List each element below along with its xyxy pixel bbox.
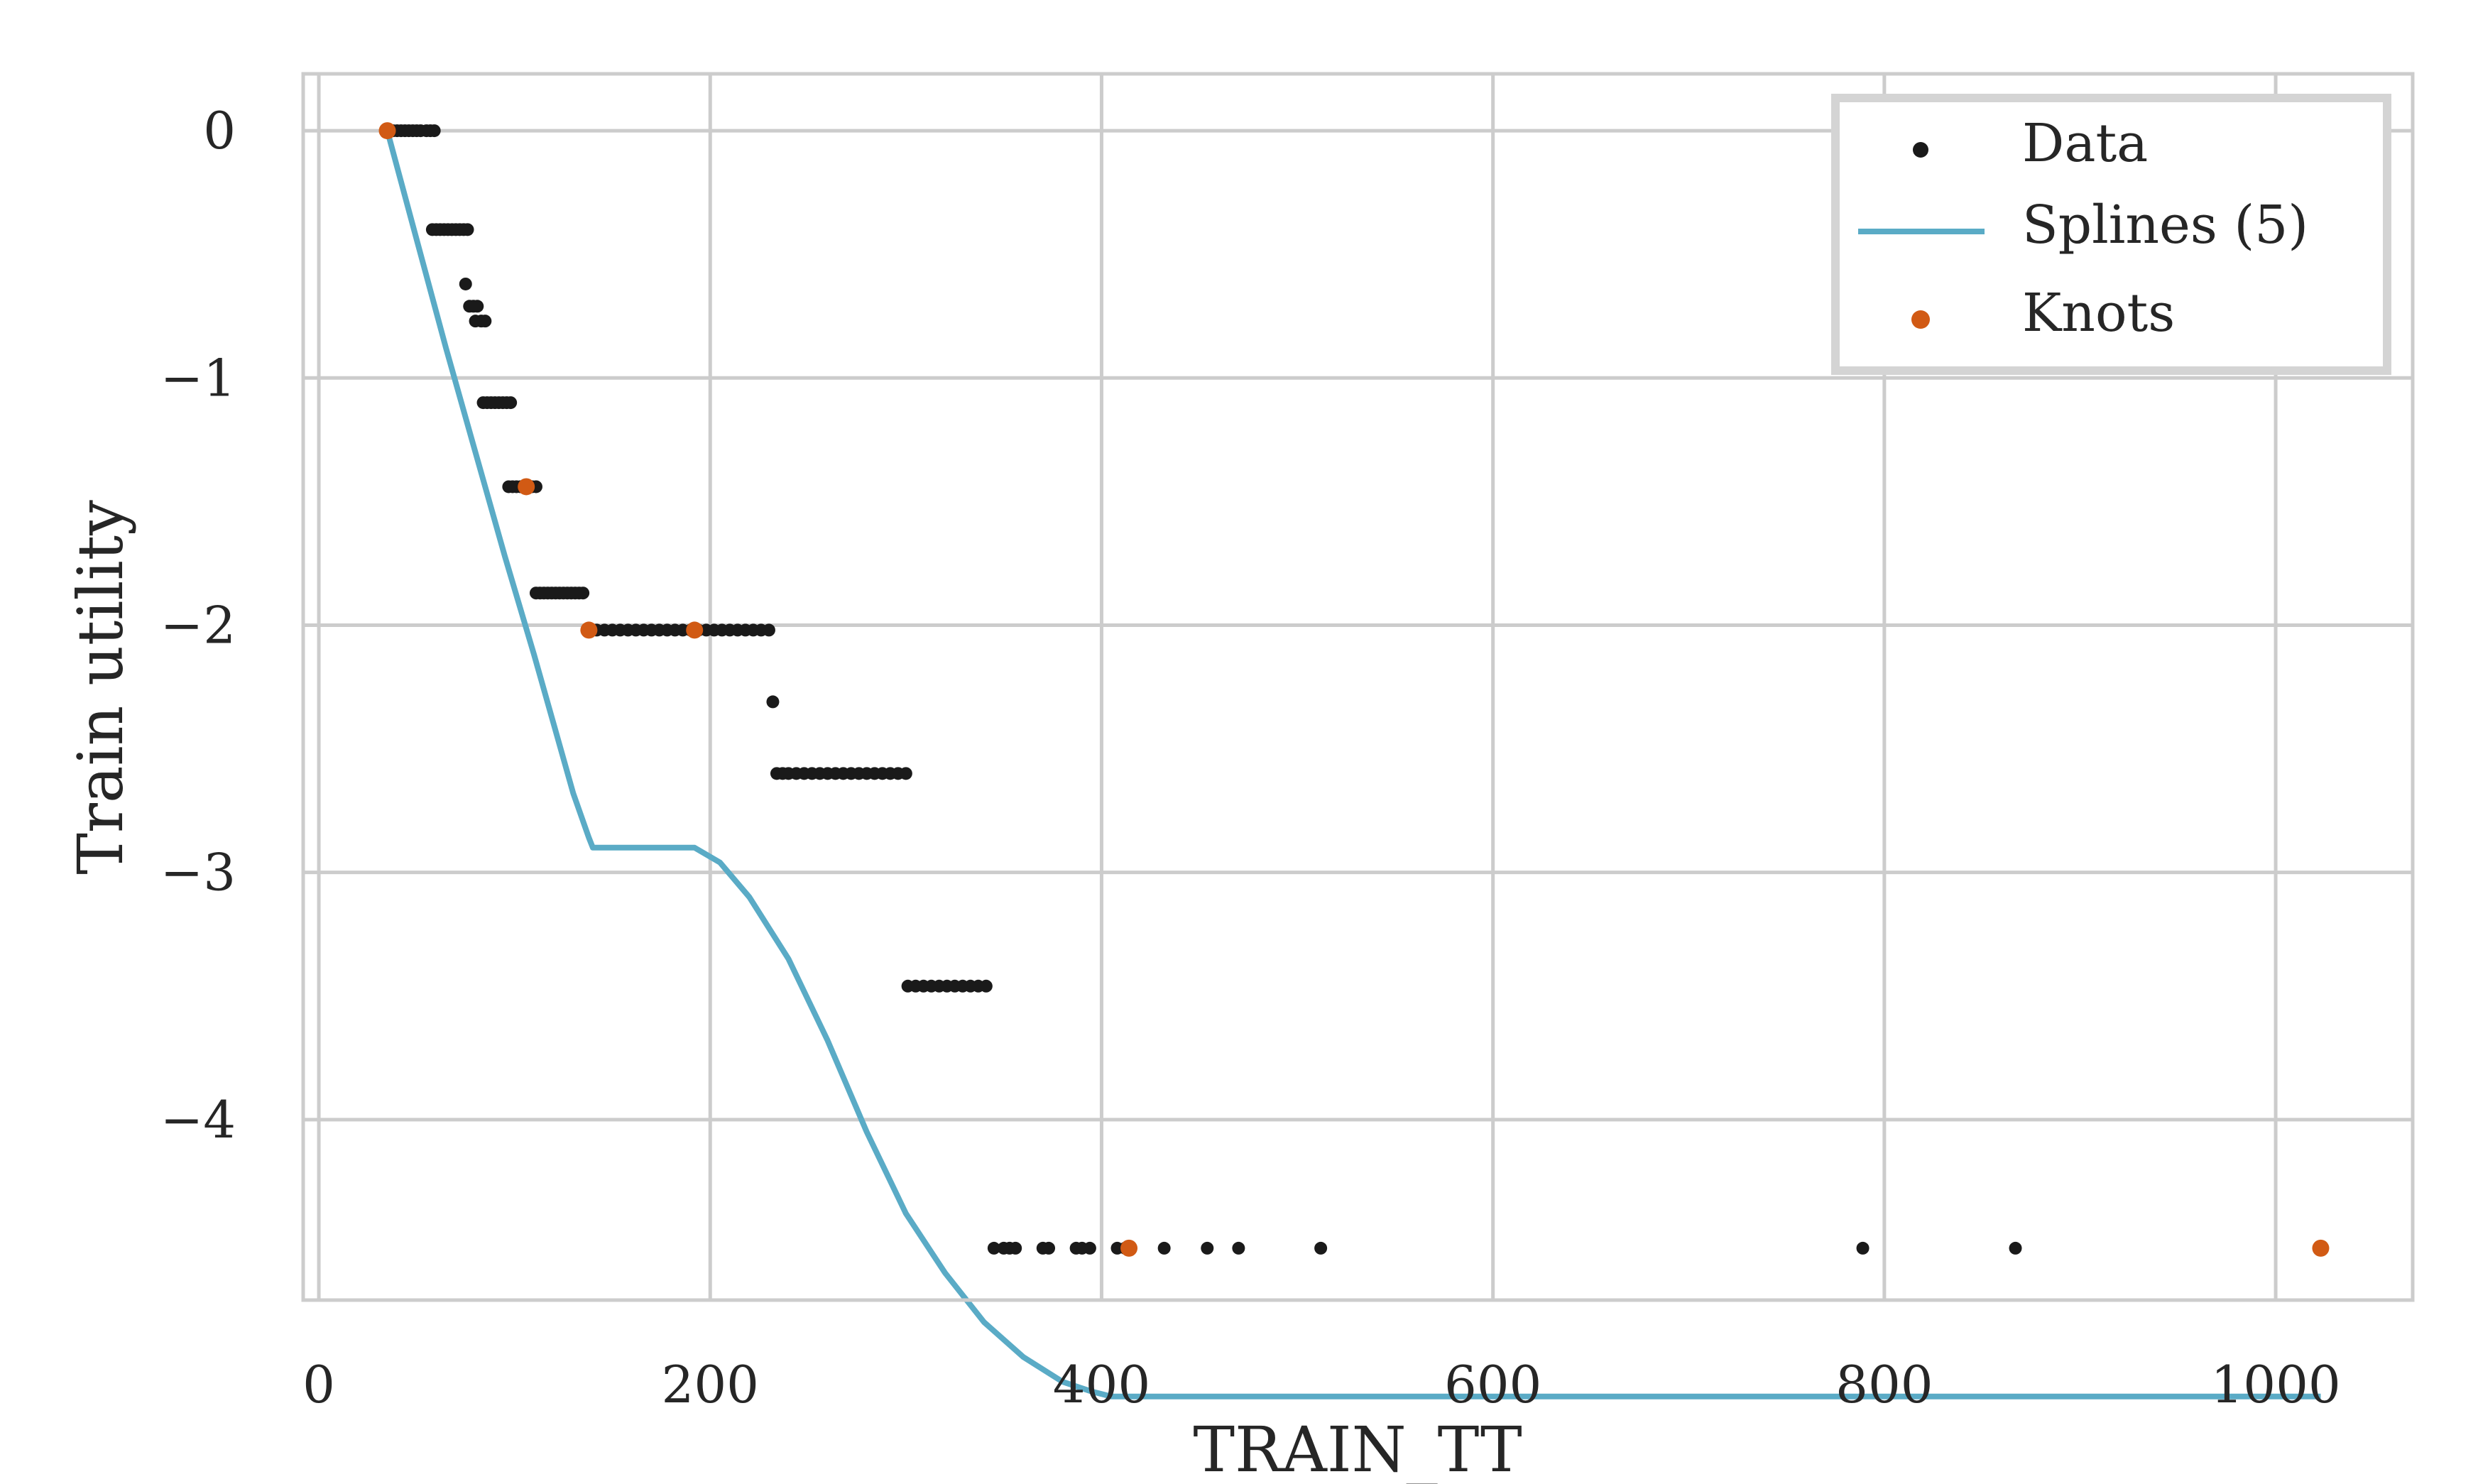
knot-point [2312, 1239, 2330, 1257]
knot-point [518, 478, 535, 496]
knot-point [1120, 1239, 1138, 1257]
data-point [459, 277, 472, 290]
x-tick-label: 200 [662, 1355, 759, 1414]
x-axis-label: TRAIN_TT [1193, 1413, 1522, 1484]
data-point [1856, 1241, 1870, 1255]
data-point [461, 223, 474, 236]
data-point [1232, 1241, 1245, 1255]
data-point [1009, 1241, 1022, 1255]
data-point [427, 124, 441, 138]
data-point [1157, 1241, 1171, 1255]
plot-frame [301, 72, 2415, 1302]
knot-point [580, 621, 598, 639]
y-tick-label: −1 [160, 348, 236, 408]
y-tick-label: −2 [160, 595, 236, 655]
y-axis: 0 −1 −2 −3 −4 [160, 101, 236, 1150]
y-axis-label: Train utility [64, 500, 137, 875]
y-tick-label: −4 [160, 1090, 236, 1150]
data-point [1314, 1241, 1328, 1255]
plot-area [378, 122, 2330, 1400]
data-point [766, 695, 780, 709]
y-tick-label: −3 [160, 843, 236, 902]
y-tick-label: 0 [203, 101, 236, 160]
data-point [504, 396, 518, 410]
legend: Data Splines (5) Knots [1831, 94, 2391, 375]
data-point [1042, 1241, 1056, 1255]
legend-label-data: Data [2022, 113, 2148, 174]
data-point [899, 767, 912, 780]
x-tick-label: 600 [1444, 1355, 1541, 1414]
spline-line [384, 130, 2321, 1400]
data-point [762, 623, 775, 637]
x-tick-label: 1000 [2210, 1355, 2340, 1414]
data-point [1201, 1241, 1214, 1255]
data-point [471, 300, 484, 313]
knot-point [686, 621, 704, 639]
legend-marker-data [1913, 142, 1928, 158]
legend-marker-knots [1911, 310, 1930, 329]
data-point [577, 586, 590, 600]
knot-point [378, 122, 396, 140]
x-tick-label: 400 [1053, 1355, 1150, 1414]
data-point [2009, 1241, 2022, 1255]
x-tick-label: 0 [302, 1355, 335, 1414]
legend-label-splines: Splines (5) [2022, 195, 2308, 256]
data-point [979, 979, 993, 993]
data-point [987, 1241, 1000, 1255]
data-point [1083, 1241, 1096, 1255]
legend-label-knots: Knots [2022, 283, 2175, 344]
x-tick-label: 800 [1835, 1355, 1933, 1414]
x-axis: 0 200 400 600 800 1000 [302, 1355, 2341, 1414]
data-point [479, 315, 492, 328]
